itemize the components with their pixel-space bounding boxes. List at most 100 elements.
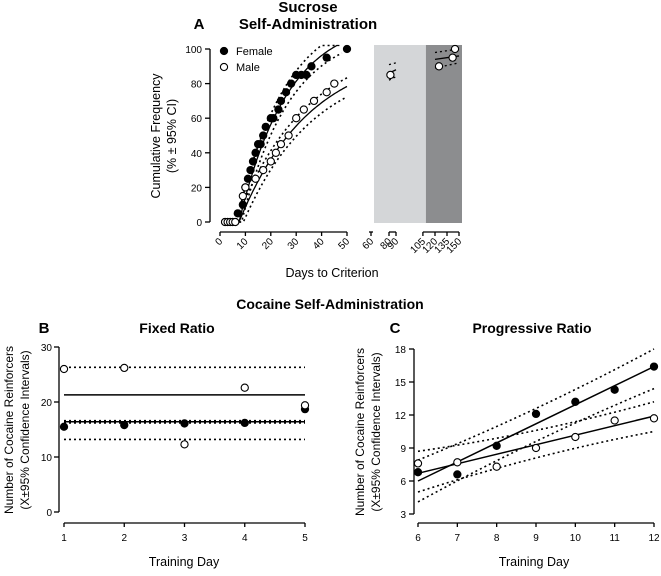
- female-point: [120, 420, 129, 430]
- y-tick-label: 30: [41, 343, 53, 354]
- male-point: [434, 62, 444, 71]
- x-tick-label: 9: [533, 533, 539, 544]
- female-point: [307, 62, 316, 71]
- male-point: [531, 443, 541, 453]
- female-point: [180, 419, 189, 428]
- y-tick-label: 60: [191, 114, 203, 125]
- legend-male-marker: [219, 62, 229, 72]
- panel-a-title-line1: Sucrose: [278, 0, 337, 16]
- x-tick-label: 10: [570, 533, 582, 544]
- male-point: [450, 44, 460, 54]
- female-point: [269, 114, 278, 123]
- x-tick-label: 1: [61, 533, 67, 544]
- x-tick-label: 40: [311, 236, 327, 252]
- male-point: [309, 96, 319, 106]
- male-point: [448, 53, 457, 62]
- male-point: [610, 416, 619, 425]
- female-point: [413, 468, 423, 477]
- x-tick-label: 10: [235, 236, 251, 252]
- male-point: [180, 440, 189, 449]
- female-point: [276, 96, 286, 106]
- x-tick-label: 3: [182, 533, 188, 544]
- female-point: [238, 200, 248, 209]
- female-point: [286, 79, 296, 88]
- female-point: [256, 139, 265, 149]
- male-point: [292, 114, 301, 123]
- x-tick-label: 5: [302, 533, 308, 544]
- x-tick-label: 8: [494, 533, 500, 544]
- panel-a-title-line2: Self-Administration: [239, 16, 377, 33]
- y-tick-label: 3: [400, 510, 406, 521]
- male-ci-lower: [239, 96, 348, 223]
- y-tick-label: 15: [395, 378, 407, 389]
- panel-c-letter: C: [390, 320, 401, 337]
- shaded-region-dark: [425, 45, 462, 223]
- shaded-region-light: [374, 45, 426, 223]
- panel-a-sucrose: SucroseSelf-AdministrationA020406080100C…: [149, 0, 464, 280]
- panel-b-letter: B: [39, 320, 50, 337]
- x-tick-label: 2: [121, 533, 127, 544]
- female-point: [610, 385, 619, 394]
- male-point: [238, 191, 248, 201]
- y-tick-label: 20: [191, 183, 203, 194]
- x-axis-label: Days to Criterion: [285, 266, 378, 280]
- male-point: [231, 217, 240, 227]
- female-fit-line: [417, 365, 655, 482]
- y-tick-label: 40: [191, 149, 203, 160]
- y-tick-label: 80: [191, 80, 203, 91]
- female-point: [571, 397, 580, 406]
- male-point: [266, 157, 275, 166]
- male-fit-curve: [238, 85, 348, 223]
- x-tick-label: 60: [360, 236, 376, 252]
- x-tick-label: 11: [609, 533, 620, 544]
- female-point: [322, 53, 331, 62]
- male-point: [259, 165, 268, 175]
- panel-b-title: Fixed Ratio: [139, 320, 214, 336]
- x-tick-label: 4: [242, 533, 248, 544]
- x-tick-label: 7: [455, 533, 461, 544]
- female-point: [261, 122, 270, 131]
- female-point: [259, 131, 268, 140]
- x-tick-label: 30: [286, 236, 302, 252]
- y-tick-label: 18: [395, 345, 407, 356]
- panel-b-fixed-ratio: Cocaine Self-Administration B Fixed Ratio 0…: [2, 296, 424, 569]
- y-tick-label: 100: [185, 45, 202, 56]
- y-tick-label: 10: [41, 453, 53, 464]
- male-point: [571, 432, 580, 442]
- y-tick-label: 9: [400, 444, 406, 455]
- male-point: [240, 383, 249, 392]
- y-axis-label-line2: (X±95% Confidence Intervals): [18, 350, 32, 509]
- female-point: [251, 148, 260, 157]
- male-point: [330, 79, 339, 88]
- female-point: [243, 174, 253, 183]
- male-ci-upper: [238, 77, 348, 214]
- x-tick-label: 12: [648, 533, 660, 544]
- x-tick-label: 0: [213, 236, 225, 248]
- male-point: [413, 459, 423, 468]
- y-tick-label: 20: [41, 398, 53, 409]
- male-point: [241, 183, 250, 192]
- male-point: [276, 139, 286, 149]
- male-point: [492, 462, 501, 471]
- male-point: [299, 105, 308, 114]
- y-tick-label: 0: [46, 508, 52, 519]
- y-axis-label-line2: (X±95% Confidence Intervals): [369, 352, 383, 511]
- male-point: [120, 363, 129, 373]
- female-point: [342, 44, 352, 54]
- x-tick-label: 6: [415, 533, 421, 544]
- y-tick-label: 6: [400, 477, 406, 488]
- female-ci-lower: [239, 52, 343, 223]
- male-ci-lower: [417, 430, 655, 493]
- section-title: Cocaine Self-Administration: [236, 296, 423, 312]
- male-ci-segment-2: [388, 76, 397, 81]
- male-point: [649, 414, 659, 423]
- male-ci-segment-3: [434, 62, 460, 69]
- x-tick-label: 150: [445, 236, 465, 256]
- female-point: [233, 209, 242, 218]
- panel-a-letter: A: [194, 16, 205, 33]
- legend-female-marker: [219, 46, 229, 56]
- male-point: [386, 70, 395, 80]
- legend-female-label: Female: [236, 46, 273, 58]
- male-point: [251, 174, 260, 183]
